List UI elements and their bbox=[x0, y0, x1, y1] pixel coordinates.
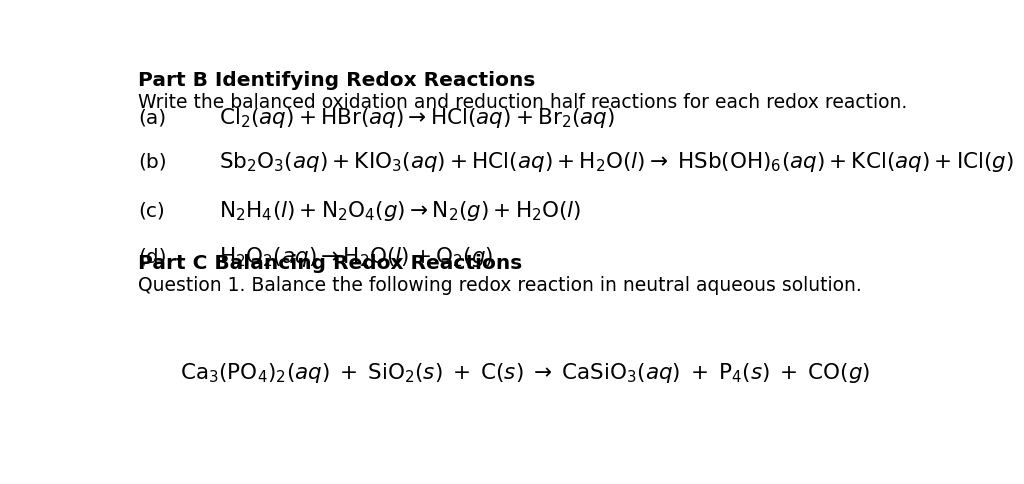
Text: $\mathrm{Sb_2O_3}(\mathit{aq}) + \mathrm{KIO_3}(\mathit{aq}) + \mathrm{HCl}(\mat: $\mathrm{Sb_2O_3}(\mathit{aq}) + \mathrm… bbox=[219, 151, 1014, 174]
Text: $\mathrm{N_2H_4}(\mathit{l}) + \mathrm{N_2O_4}(\mathit{g}) \rightarrow \mathrm{N: $\mathrm{N_2H_4}(\mathit{l}) + \mathrm{N… bbox=[219, 199, 582, 223]
Text: (a): (a) bbox=[138, 108, 167, 127]
Text: $\mathrm{H_2O_2}(\mathit{aq}) \rightarrow \mathrm{H_2O}(\mathit{l}) + \mathrm{O_: $\mathrm{H_2O_2}(\mathit{aq}) \rightarro… bbox=[219, 245, 494, 270]
Text: (c): (c) bbox=[138, 201, 165, 220]
Text: Question 1. Balance the following redox reaction in neutral aqueous solution.: Question 1. Balance the following redox … bbox=[138, 276, 862, 295]
Text: Write the balanced oxidation and reduction half reactions for each redox reactio: Write the balanced oxidation and reducti… bbox=[138, 93, 907, 112]
Text: (d): (d) bbox=[138, 248, 167, 267]
Text: $\mathrm{Ca_3(PO_4)_2}(\mathit{aq}) \; + \; \mathrm{SiO_2}(\mathit{s}) \; + \; \: $\mathrm{Ca_3(PO_4)_2}(\mathit{aq}) \; +… bbox=[179, 361, 870, 385]
Text: (b): (b) bbox=[138, 153, 167, 172]
Text: $\mathrm{Cl_2}(\mathit{aq}) + \mathrm{HBr}(\mathit{aq}) \rightarrow \mathrm{HCl}: $\mathrm{Cl_2}(\mathit{aq}) + \mathrm{HB… bbox=[219, 106, 615, 130]
Text: Part B Identifying Redox Reactions: Part B Identifying Redox Reactions bbox=[138, 71, 536, 90]
Text: Part C Balancing Redox Reactions: Part C Balancing Redox Reactions bbox=[138, 254, 522, 273]
